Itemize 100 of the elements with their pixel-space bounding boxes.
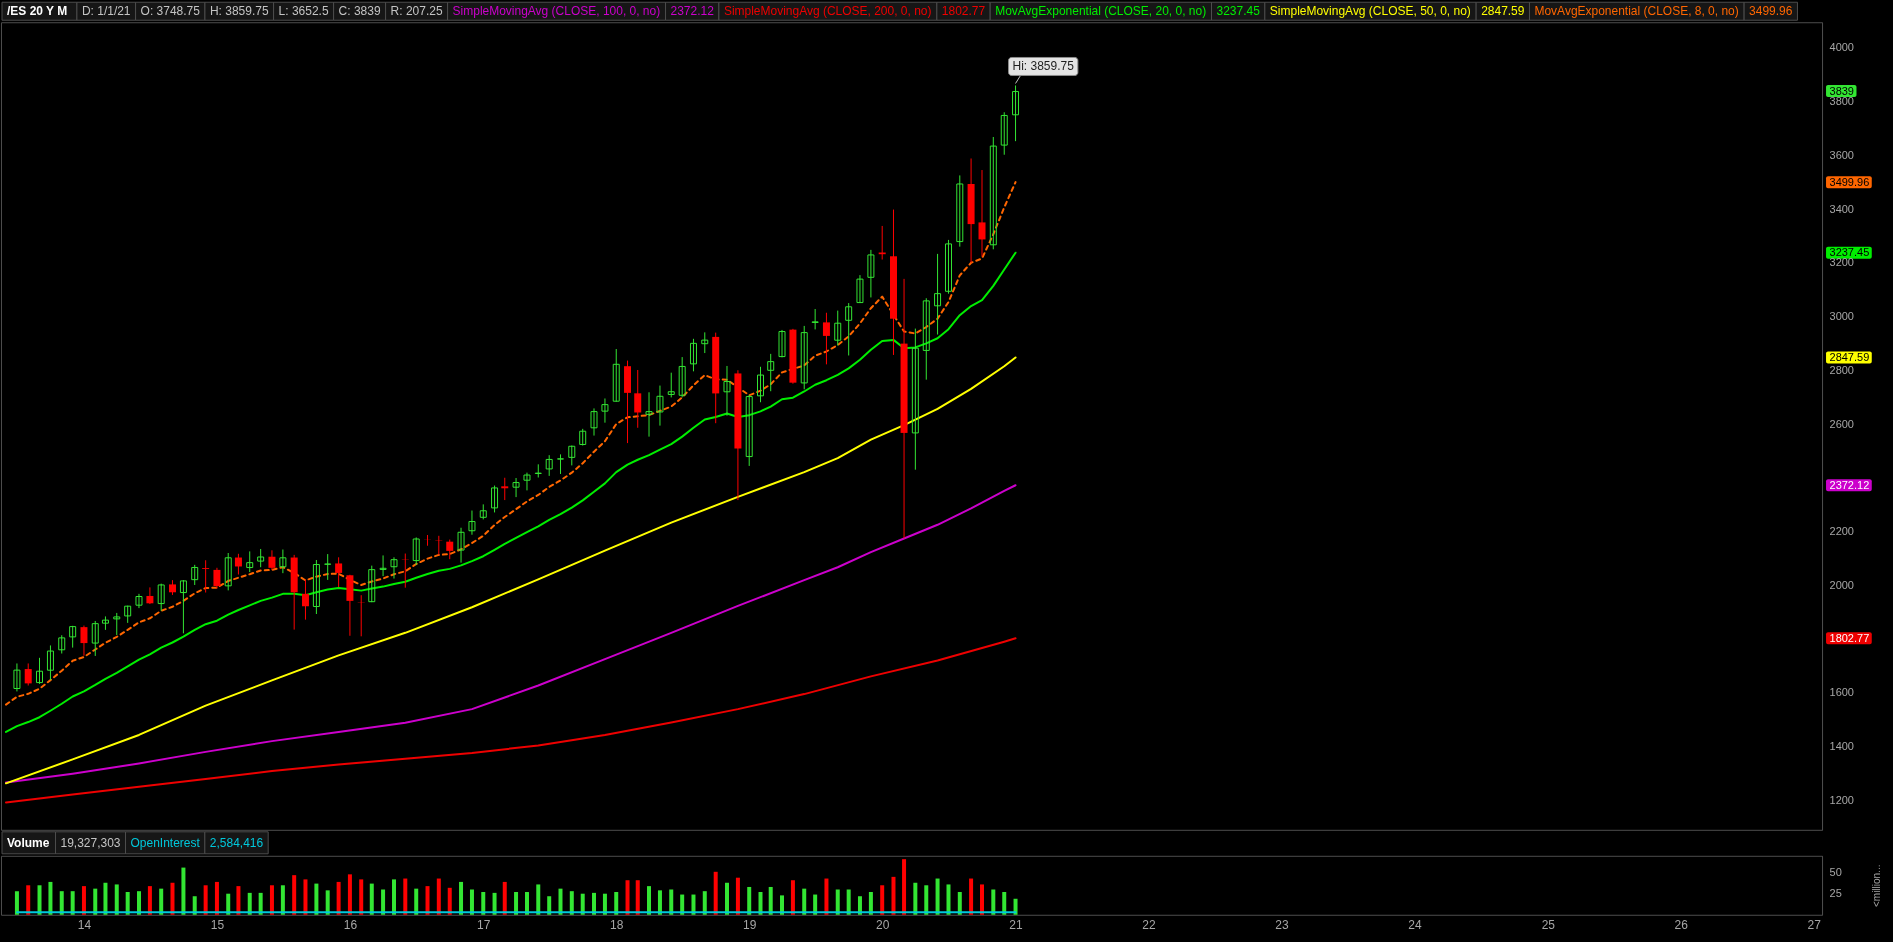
bar	[258, 892, 263, 915]
bar	[980, 884, 985, 915]
bar	[790, 880, 795, 915]
bar	[957, 892, 962, 915]
candlestick	[1000, 111, 1008, 156]
candlestick	[911, 328, 919, 471]
text: O: 3748.75	[140, 4, 201, 19]
candlestick	[324, 553, 332, 581]
candlestick	[312, 559, 320, 615]
bar	[724, 882, 729, 915]
line-series	[5, 484, 1017, 784]
bar	[469, 889, 474, 915]
bar	[657, 890, 662, 915]
bar	[14, 891, 19, 915]
bar	[758, 892, 763, 915]
bar	[236, 886, 241, 915]
text: L: 3652.5	[278, 4, 329, 19]
y-tick-label: 25	[1829, 887, 1842, 900]
bar	[247, 892, 252, 915]
candlestick	[767, 353, 775, 392]
bar	[481, 892, 486, 915]
text: 19,327,303	[60, 835, 121, 850]
bar	[203, 885, 208, 915]
candlestick	[757, 366, 765, 403]
bar	[303, 879, 308, 915]
bar	[924, 885, 929, 915]
y-tick-label: 1400	[1829, 740, 1854, 752]
y-axis-title: <million...	[1870, 864, 1882, 908]
candlestick	[689, 338, 697, 372]
candlestick	[501, 477, 509, 501]
bar	[868, 892, 873, 915]
chart-title: Volume	[7, 835, 50, 850]
y-tick-label: 3237.45	[1829, 246, 1870, 259]
candlestick	[811, 308, 819, 330]
bar	[347, 874, 352, 915]
bar	[314, 883, 319, 915]
candlestick	[113, 612, 121, 636]
candlestick	[80, 625, 88, 657]
candlestick	[945, 239, 952, 295]
bar	[280, 885, 285, 915]
text: D: 1/1/21	[81, 4, 131, 19]
bar	[902, 859, 907, 915]
candlestick	[601, 397, 609, 424]
bar	[392, 879, 396, 915]
bar	[159, 888, 164, 915]
candlestick	[135, 593, 143, 609]
candlestick	[101, 615, 109, 631]
candlestick	[213, 567, 221, 589]
x-tick-label: 19	[743, 918, 757, 933]
candlestick	[834, 310, 842, 347]
text: SimpleMovingAvg (CLOSE, 100, 0, no)	[452, 4, 661, 19]
annotation: Hi: 3859.75	[1012, 59, 1075, 74]
candlestick	[457, 527, 465, 564]
candlestick	[978, 169, 986, 258]
text: 2,584,416	[209, 835, 264, 850]
candlestick	[179, 579, 187, 634]
candlestick	[634, 369, 642, 429]
bar	[614, 892, 619, 915]
bar	[269, 885, 274, 915]
candlestick	[491, 485, 499, 513]
candlestick	[590, 407, 598, 437]
line-series	[5, 637, 1017, 804]
bar	[580, 893, 585, 915]
bar	[592, 892, 597, 915]
bar	[325, 890, 330, 915]
candlestick	[568, 445, 576, 466]
y-tick-label: 3839	[1829, 84, 1854, 97]
bar	[514, 892, 519, 915]
y-tick-label: 3200	[1829, 256, 1854, 269]
bar	[935, 878, 940, 915]
y-tick-label: 2000	[1829, 578, 1854, 591]
candlestick	[612, 348, 620, 403]
bar	[946, 884, 951, 915]
y-tick-label: 1600	[1829, 686, 1854, 699]
bar	[702, 891, 707, 915]
candlestick	[301, 579, 309, 621]
bar	[802, 888, 807, 915]
bar	[891, 876, 896, 915]
bar	[136, 891, 141, 915]
bar	[114, 884, 119, 915]
bar	[880, 885, 885, 915]
x-tick-label: 20	[876, 918, 890, 933]
bar	[846, 889, 851, 915]
candlestick	[69, 625, 77, 649]
candlestick	[523, 472, 531, 491]
candlestick	[745, 394, 753, 467]
bar	[824, 878, 829, 915]
x-tick-label: 27	[1807, 918, 1822, 933]
y-tick-label: 1200	[1829, 793, 1854, 806]
bar	[780, 895, 784, 915]
x-tick-label: 23	[1275, 918, 1289, 933]
candlestick	[934, 253, 942, 336]
bar	[81, 886, 86, 915]
candlestick	[701, 331, 709, 354]
candlestick	[368, 565, 376, 603]
bar	[425, 886, 430, 915]
candlestick	[989, 136, 997, 250]
bar	[913, 882, 918, 915]
y-tick-label: 4000	[1829, 41, 1854, 54]
bar	[768, 886, 773, 915]
